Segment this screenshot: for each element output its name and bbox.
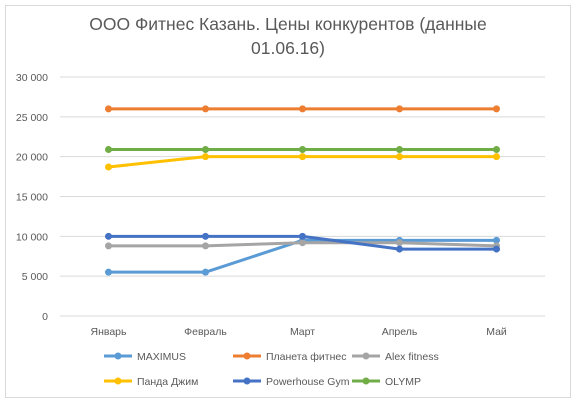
data-point (396, 145, 403, 153)
data-point (396, 245, 403, 253)
data-point (105, 145, 112, 153)
x-tick-label: Январь (91, 326, 128, 338)
data-point (493, 245, 500, 253)
legend-item: Powerhouse Gym (233, 376, 350, 388)
data-point (202, 242, 209, 250)
data-point (493, 105, 500, 113)
gridlines (60, 76, 545, 317)
y-tick-label: 0 (42, 311, 48, 323)
data-point (396, 153, 403, 161)
legend: MAXIMUS Планета фитнес Alex fitness Панда Д… (104, 351, 439, 388)
legend-label: OLYMP (385, 376, 421, 388)
legend-item: MAXIMUS (104, 351, 186, 363)
data-point (493, 145, 500, 153)
legend-marker (114, 377, 122, 385)
data-point (105, 105, 112, 113)
data-point (396, 105, 403, 113)
chart-title-line-2: 01.06.16) (251, 38, 325, 58)
x-tick-label: Май (486, 326, 507, 338)
legend-label: MAXIMUS (137, 351, 186, 363)
x-tick-label: Февраль (184, 326, 227, 338)
legend-label: Alex fitness (385, 351, 439, 363)
series-olymp (105, 145, 500, 153)
y-tick-label: 5 000 (22, 271, 48, 283)
chart-frame (5, 5, 571, 398)
data-point (202, 145, 209, 153)
y-tick-label: 10 000 (16, 231, 48, 243)
data-point (299, 145, 306, 153)
x-axis-labels: Январь Февраль Март Апрель Май (91, 326, 507, 338)
legend-marker (362, 377, 370, 385)
x-tick-label: Апрель (382, 326, 418, 338)
series-панда-джим (105, 153, 500, 171)
data-point (396, 239, 403, 247)
data-point (299, 239, 306, 247)
data-point (202, 153, 209, 161)
data-point (105, 163, 112, 171)
legend-label: Powerhouse Gym (266, 376, 350, 388)
y-tick-label: 30 000 (16, 72, 48, 84)
y-tick-label: 25 000 (16, 112, 48, 124)
legend-label: Панда Джим (137, 376, 198, 388)
chart-title: ООО Фитнес Казань. Цены конкурентов (дан… (0, 12, 576, 60)
data-point (105, 242, 112, 250)
data-point (299, 153, 306, 161)
legend-marker (243, 377, 251, 385)
legend-item: Планета фитнес (233, 351, 346, 363)
series-powerhouse-gym (105, 232, 500, 253)
legend-item: Панда Джим (104, 376, 198, 388)
data-point (105, 232, 112, 240)
x-tick-label: Март (290, 326, 315, 338)
y-tick-label: 15 000 (16, 192, 48, 204)
data-point (299, 232, 306, 240)
data-point (105, 268, 112, 276)
data-point (202, 232, 209, 240)
series-alex-fitness (105, 239, 500, 250)
data-point (202, 268, 209, 276)
legend-marker (243, 352, 251, 360)
legend-marker (362, 352, 370, 360)
chart-title-line-1: ООО Фитнес Казань. Цены конкурентов (дан… (89, 14, 487, 34)
legend-item: OLYMP (352, 376, 421, 388)
series-планета-фитнес (105, 105, 500, 113)
y-tick-label: 20 000 (16, 152, 48, 164)
data-point (299, 105, 306, 113)
legend-marker (114, 352, 122, 360)
data-point (493, 236, 500, 244)
y-axis-labels: 0 5 000 10 000 15 000 20 000 25 000 30 000 (16, 72, 48, 323)
series-lines (105, 105, 500, 276)
data-point (493, 153, 500, 161)
legend-label: Планета фитнес (266, 351, 346, 363)
legend-item: Alex fitness (352, 351, 439, 363)
data-point (202, 105, 209, 113)
